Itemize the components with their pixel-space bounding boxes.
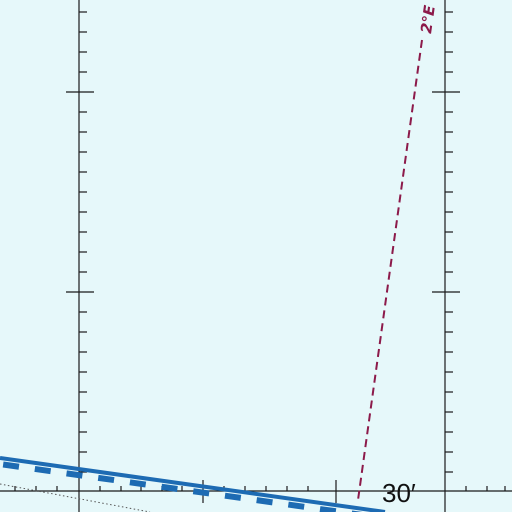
meridian-line-right xyxy=(432,0,460,512)
isogonic-line[interactable] xyxy=(357,39,423,501)
parallel-line-bottom xyxy=(0,480,512,503)
isogonic-label: 2°E xyxy=(417,3,439,34)
meridian-line-left xyxy=(66,0,94,512)
minute-tick-label: 30′ xyxy=(382,478,416,508)
dotted-boundary-line xyxy=(0,483,151,512)
airspace-boundary[interactable] xyxy=(0,456,386,512)
